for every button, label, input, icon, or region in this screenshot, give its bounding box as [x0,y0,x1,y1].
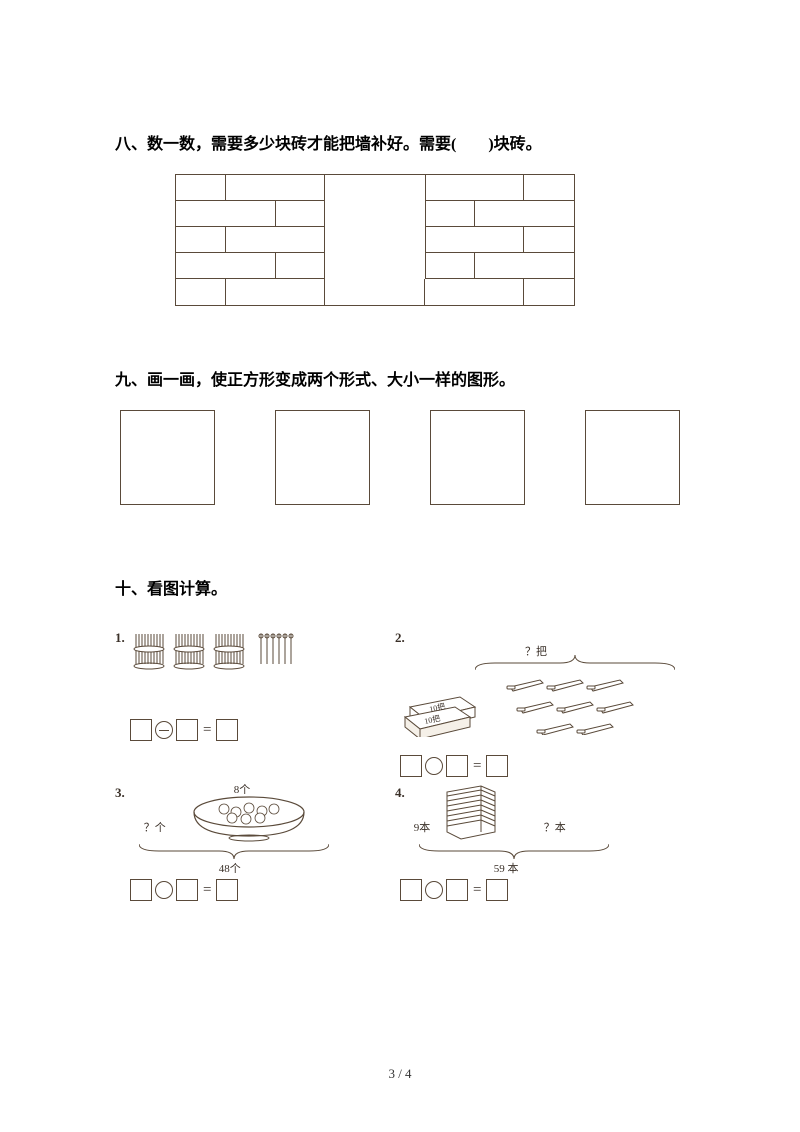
square [275,410,370,505]
equals-sign: = [471,882,483,899]
p3-bottom-label: 48个 [219,860,241,876]
eq-box [216,879,238,901]
op-circle [425,757,443,775]
p4-num: 4. [395,785,405,800]
eq-box [176,719,198,741]
boxes-icon: 10把 10把 [400,677,490,737]
books-stack-icon [439,784,509,844]
equals-sign: = [201,882,213,899]
q8-title: 八、数一数，需要多少块砖才能把墙补好。需要( )块砖。 [115,130,685,154]
eq-box [446,755,468,777]
eq-box [400,755,422,777]
p4-right-label: ？本 [544,819,566,835]
op-circle [155,881,173,899]
equals-sign: = [201,722,213,739]
eq-box [446,879,468,901]
squares-row [115,410,685,505]
eq-box [130,879,152,901]
problem-1: 1. [115,629,375,741]
op-circle [425,881,443,899]
minus-icon [155,721,173,739]
equals-sign: = [471,758,483,775]
problems-grid: 1. [115,629,685,949]
p4-left-label: 9本 [414,819,431,835]
eq-box [130,719,152,741]
square [120,410,215,505]
p2-num: 2. [395,630,405,645]
brace-icon [475,655,675,673]
eq-box [486,879,508,901]
q9-title: 九、画一画，使正方形变成两个形式、大小一样的图形。 [115,366,685,390]
p1-num: 1. [115,630,125,645]
problem-2: 2. ？把 [395,629,695,777]
square [585,410,680,505]
brick-wall [115,174,685,306]
eq-box [486,755,508,777]
p4-bottom-label: 59 本 [494,860,519,876]
problem-4: 4. 9本 ？本 [395,784,695,901]
q10-title: 十、看图计算。 [115,575,685,599]
knives-icon [505,675,645,735]
eq-box [216,719,238,741]
page-footer: 3 / 4 [0,1066,800,1082]
eq-box [400,879,422,901]
eq-box [176,879,198,901]
square [430,410,525,505]
bowl-icon [184,794,314,844]
sticks-icon [131,629,331,674]
brace-icon [139,842,329,860]
problem-3: 3. 8个 ？个 48个 [115,784,375,901]
p3-num: 3. [115,785,125,800]
p3-left-label: ？个 [144,819,166,835]
brace-icon [419,842,609,860]
